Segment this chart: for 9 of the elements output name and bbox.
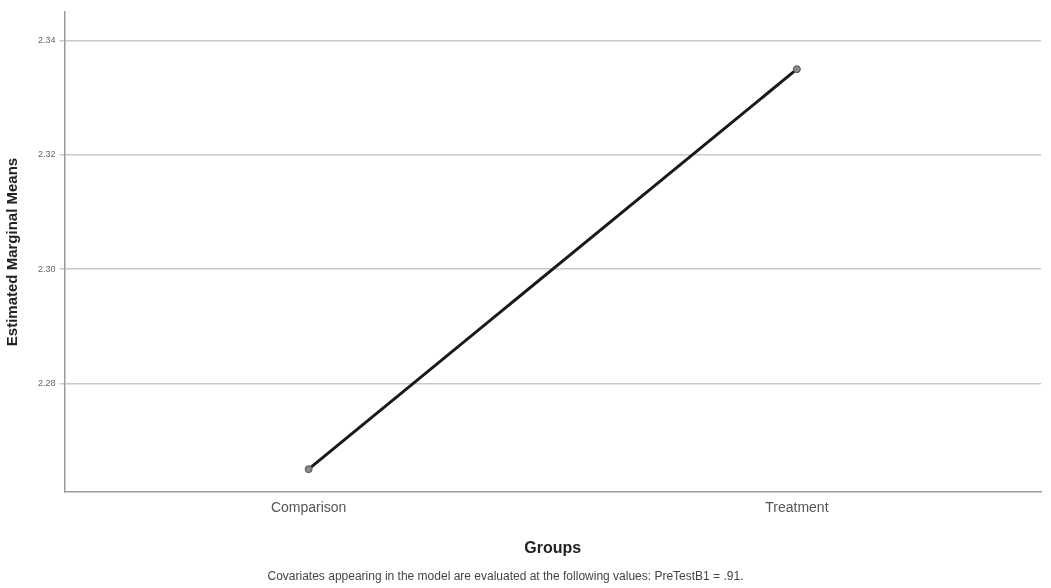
y-axis-title: Estimated Marginal Means xyxy=(3,157,21,347)
x-tick-label: Comparison xyxy=(270,499,347,516)
y-tick-label: 2.28 xyxy=(37,377,56,388)
y-tick-label: 2.30 xyxy=(37,263,56,274)
text: Covariates appearing in the model are evaluated at the following values: PreTestB1 = .91. xyxy=(267,569,744,584)
x-tick-label: Treatment xyxy=(765,499,829,516)
x-axis-title: Groups xyxy=(524,538,582,556)
y-tick-label: 2.34 xyxy=(37,35,56,46)
y-tick-label: 2.32 xyxy=(37,149,56,160)
